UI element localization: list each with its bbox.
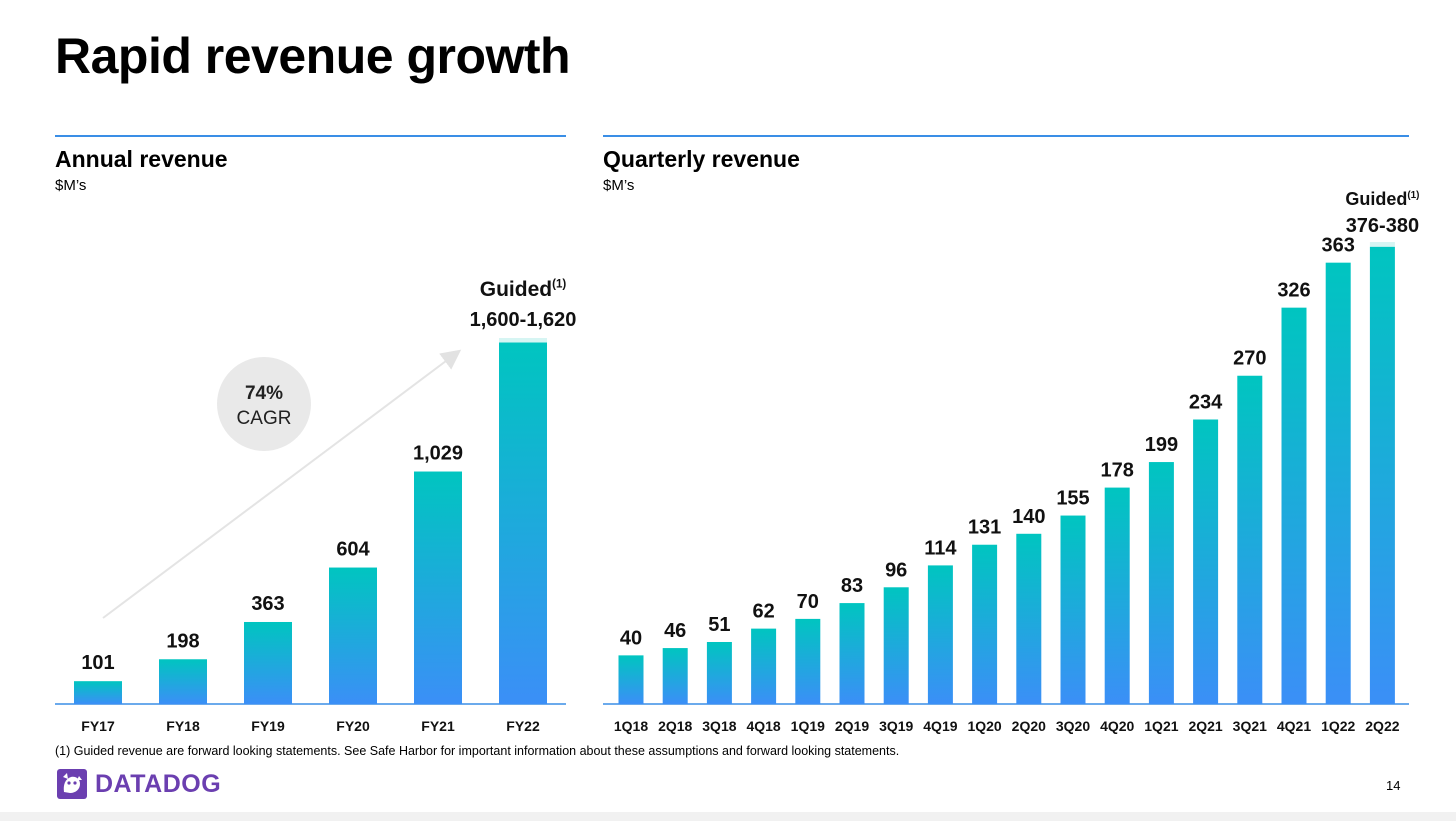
quarterly-category-1Q18: 1Q18 [614,718,648,734]
quarterly-range-2Q22 [1369,242,1395,248]
quarterly-value-label-2Q22: 376-380 [1346,215,1419,237]
quarterly-revenue-chart: 40 1Q18 46 2Q18 51 3Q18 62 4Q18 70 1Q19 83 2Q19 96 3Q… [603,189,1419,734]
quarterly-bar-3Q19 [883,587,909,704]
quarterly-value-label-1Q19: 70 [797,591,819,613]
quarterly-category-3Q19: 3Q19 [879,718,913,734]
quarterly-value-label-3Q19: 96 [885,559,907,581]
annual-category-FY18: FY18 [166,718,200,734]
annual-category-FY17: FY17 [81,718,115,734]
quarterly-category-2Q18: 2Q18 [658,718,692,734]
quarterly-category-1Q19: 1Q19 [791,718,825,734]
quarterly-unit: $M’s [603,177,635,194]
quarterly-value-label-4Q20: 178 [1101,460,1134,482]
dog-logo-icon [57,769,87,799]
quarterly-category-1Q21: 1Q21 [1144,718,1178,734]
annual-bar-FY19 [244,621,292,704]
footnote: (1) Guided revenue are forward looking s… [55,744,900,758]
annual-value-label-FY17: 101 [81,652,114,674]
quarterly-category-4Q19: 4Q19 [923,718,957,734]
quarterly-category-3Q18: 3Q18 [702,718,736,734]
logo-wordmark: DATADOG [95,769,222,798]
cagr-badge [217,357,311,451]
quarterly-bar-2Q21 [1193,419,1219,704]
quarterly-value-label-2Q18: 46 [664,620,686,642]
annual-heading: Annual revenue [55,146,228,172]
cagr-value: 74% [245,383,283,404]
quarterly-value-label-3Q18: 51 [708,614,730,636]
annual-category-FY20: FY20 [336,718,370,734]
annual-revenue-chart: 101 FY17 198 FY18 363 FY19 604 FY20 1,029 FY21 Gui… [55,278,576,734]
annual-bar-FY20 [329,567,377,704]
quarterly-bar-2Q22 [1369,246,1395,704]
quarterly-category-2Q22: 2Q22 [1365,718,1399,734]
datadog-logo: DATADOG [55,764,221,804]
annual-value-label-FY19: 363 [251,593,284,615]
quarterly-value-label-4Q21: 326 [1277,280,1310,302]
quarterly-bar-1Q22 [1325,262,1351,704]
annual-bar-FY18 [159,659,207,704]
quarterly-bar-3Q20 [1060,515,1086,704]
quarterly-category-4Q21: 4Q21 [1277,718,1311,734]
annual-value-label-FY18: 198 [166,630,199,652]
quarterly-category-2Q21: 2Q21 [1188,718,1222,734]
annual-divider [55,135,566,137]
quarterly-category-2Q19: 2Q19 [835,718,869,734]
cagr-trend-arrow [102,349,462,619]
quarterly-guided-label: Guided(1) [1345,189,1419,209]
annual-range-FY22 [499,338,547,344]
quarterly-value-label-1Q18: 40 [620,627,642,649]
quarterly-category-1Q20: 1Q20 [967,718,1001,734]
quarterly-value-label-1Q22: 363 [1322,235,1355,257]
annual-value-label-FY20: 604 [336,539,370,561]
quarterly-value-label-4Q18: 62 [752,601,774,623]
annual-guided-label: Guided(1) [480,278,567,301]
annual-unit: $M’s [55,177,87,194]
quarterly-bar-2Q19 [839,603,865,704]
quarterly-value-label-3Q20: 155 [1056,488,1089,510]
quarterly-bar-4Q21 [1281,307,1307,704]
quarterly-category-2Q20: 2Q20 [1012,718,1046,734]
quarterly-bar-3Q21 [1237,375,1263,704]
quarterly-bar-4Q20 [1104,487,1130,704]
quarterly-value-label-2Q20: 140 [1012,506,1045,528]
quarterly-category-4Q20: 4Q20 [1100,718,1134,734]
quarterly-value-label-3Q21: 270 [1233,348,1266,370]
page-title: Rapid revenue growth [55,28,571,84]
quarterly-value-label-2Q21: 234 [1189,392,1223,414]
annual-value-label-FY22: 1,600-1,620 [470,309,577,331]
bottom-strip [0,812,1456,821]
quarterly-value-label-1Q21: 199 [1145,434,1178,456]
annual-bar-FY17 [74,681,122,704]
quarterly-value-label-4Q19: 114 [924,537,957,559]
quarterly-bar-4Q18 [751,628,777,704]
quarterly-heading: Quarterly revenue [603,146,800,172]
annual-bar-FY22 [499,342,547,704]
quarterly-bar-3Q18 [706,641,732,704]
annual-category-FY22: FY22 [506,718,540,734]
quarterly-category-3Q20: 3Q20 [1056,718,1090,734]
quarterly-bar-2Q20 [1016,533,1042,704]
quarterly-category-4Q18: 4Q18 [746,718,780,734]
page-number: 14 [1386,778,1401,793]
quarterly-bar-2Q18 [662,648,688,704]
quarterly-bar-4Q19 [927,565,953,704]
annual-category-FY21: FY21 [421,718,455,734]
quarterly-bar-1Q21 [1148,462,1174,704]
annual-category-FY19: FY19 [251,718,285,734]
quarterly-bar-1Q19 [795,618,821,704]
quarterly-category-1Q22: 1Q22 [1321,718,1355,734]
quarterly-bar-1Q18 [618,655,644,704]
annual-bar-FY21 [414,471,462,704]
quarterly-value-label-2Q19: 83 [841,575,863,597]
quarterly-bar-1Q20 [972,544,998,704]
quarterly-category-3Q21: 3Q21 [1233,718,1267,734]
cagr-label: CAGR [237,408,292,429]
quarterly-divider [603,135,1409,137]
annual-value-label-FY21: 1,029 [413,443,463,465]
quarterly-value-label-1Q20: 131 [968,517,1001,539]
